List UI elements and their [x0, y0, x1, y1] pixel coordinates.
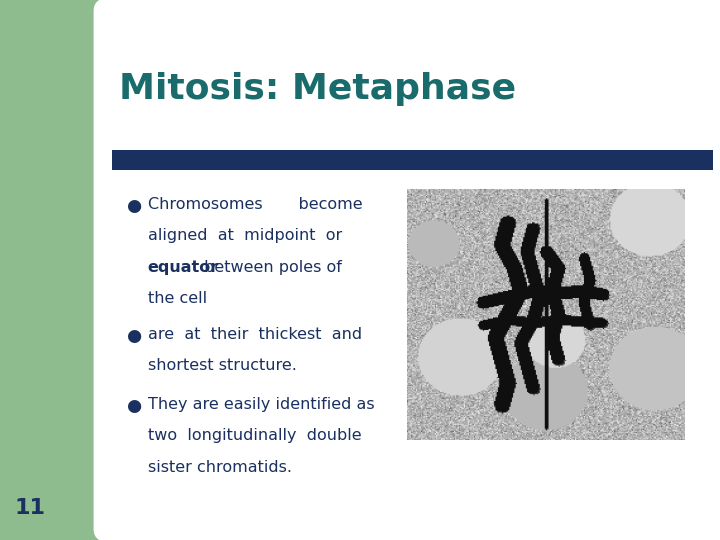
- Text: are  at  their  thickest  and: are at their thickest and: [148, 327, 361, 342]
- Text: between poles of: between poles of: [199, 260, 342, 275]
- Text: Mitosis: Metaphase: Mitosis: Metaphase: [119, 72, 516, 106]
- FancyBboxPatch shape: [94, 0, 720, 540]
- Text: shortest structure.: shortest structure.: [148, 358, 297, 373]
- Text: Chromosomes       become: Chromosomes become: [148, 197, 362, 212]
- Text: the cell: the cell: [148, 291, 207, 306]
- Text: equator: equator: [148, 260, 219, 275]
- Text: They are easily identified as: They are easily identified as: [148, 397, 374, 412]
- Text: sister chromatids.: sister chromatids.: [148, 460, 292, 475]
- Text: ●: ●: [126, 397, 141, 415]
- Bar: [112, 150, 713, 170]
- Text: two  longitudinally  double: two longitudinally double: [148, 428, 361, 443]
- Text: ●: ●: [126, 197, 141, 215]
- Text: 11: 11: [14, 498, 45, 518]
- Text: ●: ●: [126, 327, 141, 345]
- Text: aligned  at  midpoint  or: aligned at midpoint or: [148, 228, 342, 244]
